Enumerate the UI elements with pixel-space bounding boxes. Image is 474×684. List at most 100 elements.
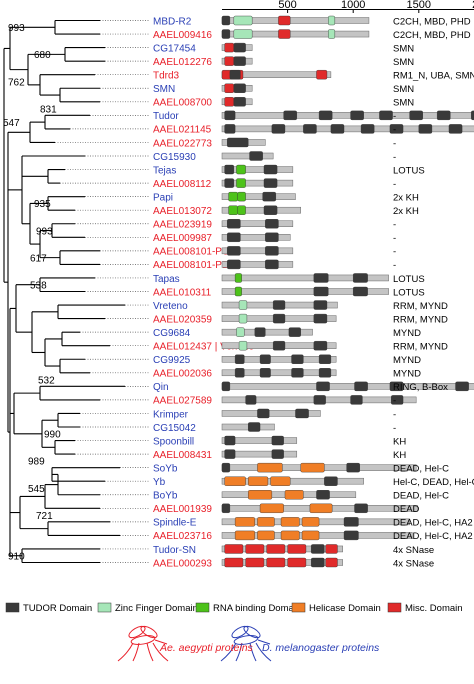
protein-label: AAEL027589: [153, 396, 212, 407]
protein-label: CG15930: [153, 152, 196, 163]
domain-annotation: KH: [393, 436, 406, 447]
insect-leg: [152, 642, 169, 662]
tudor-domain: [448, 124, 463, 134]
bootstrap-value: 762: [8, 77, 25, 88]
protein-architecture: [221, 354, 337, 364]
protein-label: Tapas: [153, 274, 180, 285]
protein-architecture: [221, 83, 253, 93]
misc-domain: [224, 56, 235, 66]
tudor-domain: [233, 56, 246, 66]
tudor-domain: [324, 476, 338, 486]
misc-domain: [245, 544, 265, 554]
protein-label: CG17454: [153, 43, 196, 54]
tudor-domain: [224, 435, 236, 446]
protein-label: Qin: [153, 382, 169, 393]
tudor-domain: [353, 286, 368, 297]
protein-label: AAEL001939: [153, 504, 212, 515]
domain-annotation: DEAD, Hel-C, HA2: [393, 518, 473, 529]
domain-annotation: LOTUS: [393, 165, 425, 176]
protein-label: CG9925: [153, 355, 191, 366]
tudor-domain: [318, 110, 333, 121]
domain-annotation: C2CH, MBD, PHD: [393, 30, 471, 41]
tudor-domain: [224, 178, 235, 188]
domain-annotation: DEAD, Hel-C, HA2: [393, 531, 473, 542]
tudor-domain: [313, 273, 329, 283]
tudor-domain: [313, 341, 328, 351]
domain-annotation: RRM, MYND: [393, 314, 448, 325]
protein-label: AAEL020359: [153, 314, 212, 325]
helicase-domain: [280, 530, 300, 541]
tudor-domain: [271, 124, 286, 134]
helicase-domain: [280, 517, 300, 527]
protein-architecture: [221, 15, 370, 26]
tudor-domain: [455, 381, 469, 392]
protein-architecture: [221, 544, 343, 554]
zinc-domain: [238, 341, 248, 351]
scale-tick-label: 2000: [472, 0, 474, 11]
tudor-domain: [283, 110, 297, 121]
misc-domain: [224, 83, 235, 93]
helicase-domain: [234, 530, 255, 541]
bootstrap-value: 990: [44, 430, 61, 441]
domain-annotation: DEAD, Hel-C: [393, 491, 449, 502]
tudor-domain: [311, 544, 325, 554]
zinc-domain: [238, 313, 248, 324]
tudor-domain: [233, 83, 246, 93]
bootstrap-value: 680: [34, 50, 51, 61]
protein-backbone: [221, 220, 294, 227]
protein-label: Spoonbill: [153, 436, 194, 447]
bootstrap-value: 721: [36, 511, 53, 522]
domain-annotation: SMN: [393, 84, 414, 95]
tudor-domain: [295, 408, 309, 419]
protein-architecture: [221, 395, 417, 405]
tudor-domain: [265, 259, 279, 270]
tudor-domain: [234, 354, 245, 364]
bootstrap-value: 910: [8, 552, 25, 563]
protein-architecture: [221, 97, 253, 107]
tudor-domain: [313, 286, 329, 297]
protein-architecture: [221, 503, 418, 513]
domain-annotation: RRM, MYND: [393, 301, 448, 312]
protein-backbone: [221, 369, 337, 377]
tudor-domain: [221, 462, 231, 473]
protein-label: AAEL000293: [153, 558, 212, 569]
protein-architecture: [221, 232, 291, 243]
bootstrap-value: 538: [30, 281, 47, 292]
insect-wing: [231, 625, 249, 639]
tudor-domain: [245, 395, 257, 405]
protein-architecture: [221, 476, 364, 486]
domain-annotation: SMN: [393, 57, 414, 68]
tudor-domain: [409, 110, 423, 121]
protein-label: Tudor: [153, 111, 179, 122]
length-scale-axis: 5001000150020002500: [222, 0, 474, 13]
protein-label: CG15042: [153, 423, 196, 434]
domain-annotation: SMN: [393, 98, 414, 109]
misc-domain: [287, 557, 307, 568]
legend-item-misc: Misc. Domain: [387, 602, 463, 614]
domain-annotation: MYND: [393, 369, 421, 380]
domain-annotation: -: [393, 396, 396, 407]
protein-architecture: [221, 408, 321, 419]
protein-architecture: [221, 449, 298, 459]
protein-architecture: [221, 422, 275, 432]
tudor-domain: [257, 408, 270, 419]
rna-domain: [228, 205, 238, 215]
protein-architecture: [221, 557, 343, 568]
protein-backbone: [221, 410, 321, 417]
misc-domain: [266, 557, 286, 568]
phylogenetic-tree: 993 680 762 831 547 935 993 617 538 532 990 989 545 7…: [3, 19, 150, 564]
misc-domain: [266, 544, 286, 554]
domain-annotation: MYND: [393, 328, 421, 339]
protein-architecture: [221, 368, 337, 378]
rna-domain: [234, 273, 242, 283]
misc-domain: [278, 29, 291, 39]
insect-leg: [235, 642, 243, 662]
rna-domain: [236, 178, 246, 188]
mosquito-drawing: [117, 625, 169, 662]
tudor-domain: [259, 354, 271, 364]
bootstrap-value: 547: [3, 118, 20, 129]
domain-annotation: 4x SNase: [393, 558, 434, 569]
protein-backbone: [221, 288, 389, 295]
tudor-domain: [272, 300, 286, 310]
